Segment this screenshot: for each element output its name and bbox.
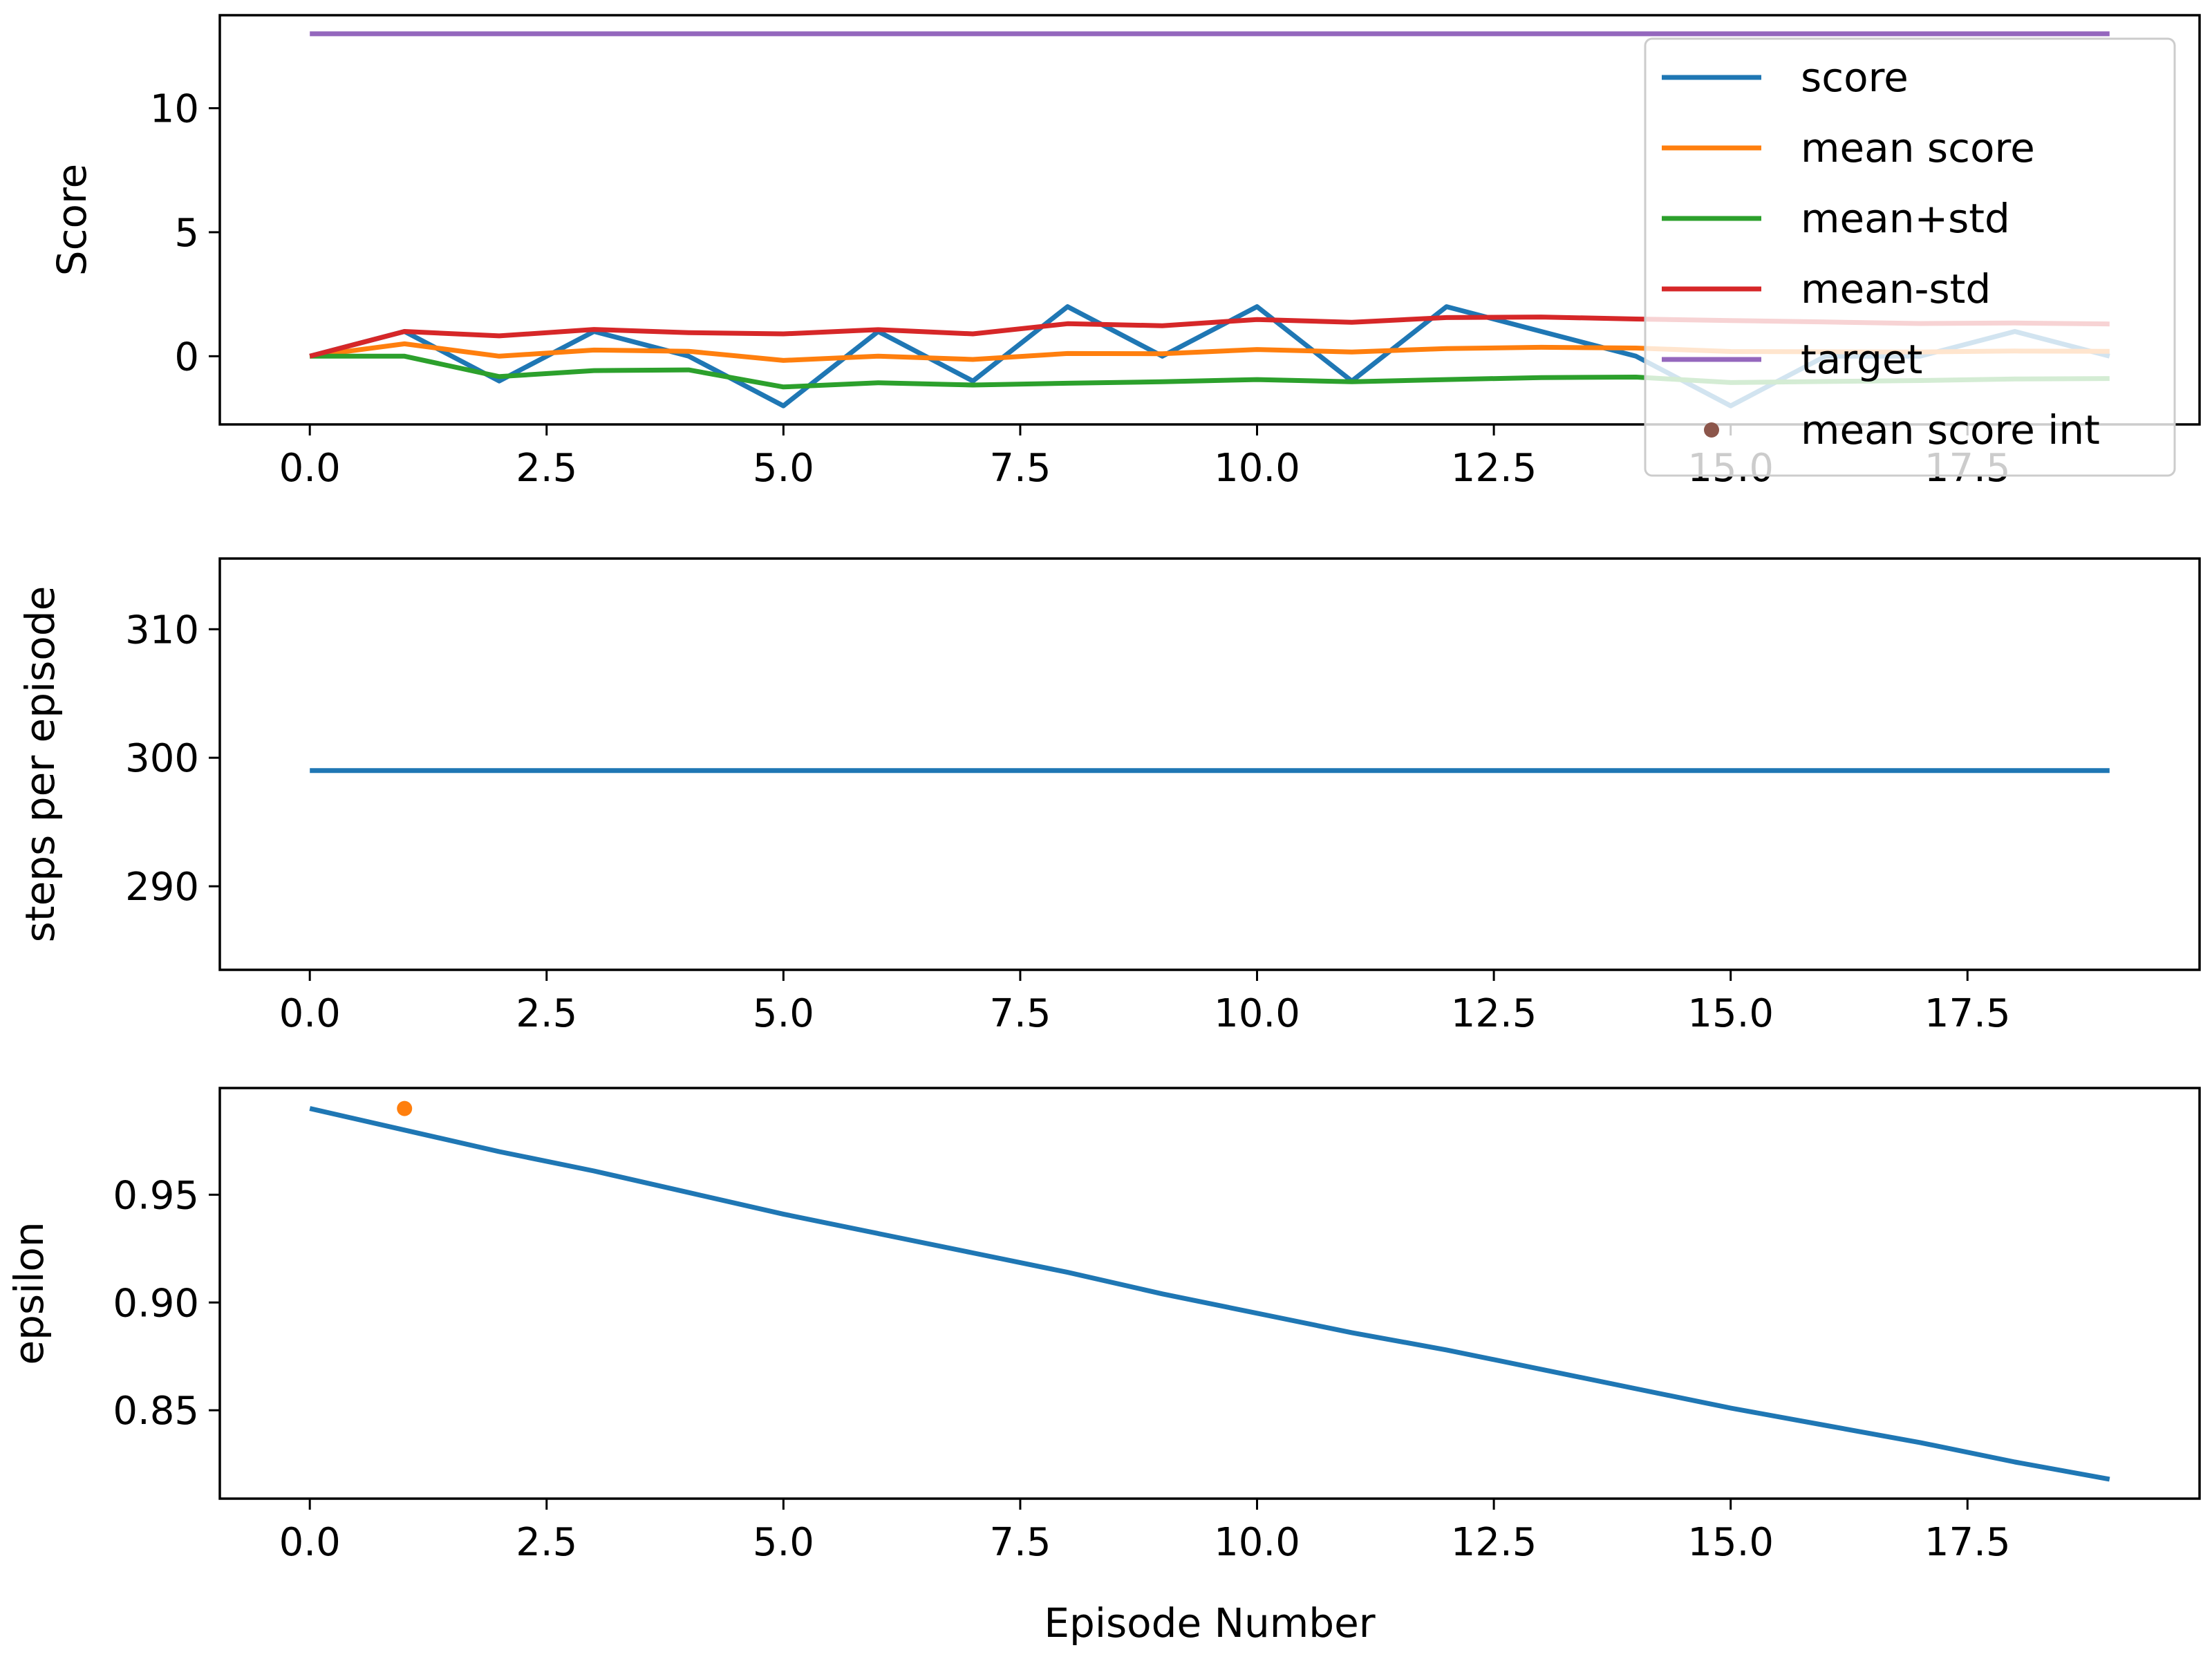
legend-box xyxy=(1644,37,2176,477)
x-tick-label: 5.0 xyxy=(753,446,814,491)
chart-1: 0.02.55.07.510.012.515.017.50510Scoresco… xyxy=(48,14,2201,491)
x-tick-label: 12.5 xyxy=(1451,991,1537,1036)
axes-frame xyxy=(218,14,2201,426)
x-tick-label: 12.5 xyxy=(1451,446,1537,491)
x-tick-label: 2.5 xyxy=(516,1520,577,1565)
y-tick-label: 10 xyxy=(150,87,199,132)
chart-3: 0.0 2.5 5.0 7.5 10.0 12.5 15.0 17.5 0.85 0.90 0.95… xyxy=(6,1087,2201,1647)
legend-label: mean score xyxy=(1801,124,2035,171)
x-tick-label: 10.0 xyxy=(1214,1520,1300,1565)
x-axis-label: Episode Number xyxy=(1044,1600,1375,1647)
x-tick-label: 7.5 xyxy=(989,991,1051,1036)
legend-label: mean score int xyxy=(1801,406,2100,453)
y-tick-label: 5 xyxy=(174,211,199,256)
x-tick-label: 0.0 xyxy=(279,1520,341,1565)
y-axis-label: epsilon xyxy=(6,1221,53,1365)
x-tick-label: 17.5 xyxy=(1924,1520,2011,1565)
y-tick-label: 310 xyxy=(125,608,199,653)
x-tick-label: 15.0 xyxy=(1687,991,1774,1036)
x-tick-label: 7.5 xyxy=(989,446,1051,491)
x-tick-label: 5.0 xyxy=(753,1520,814,1565)
legend-label: mean+std xyxy=(1801,195,2010,242)
y-tick-label: 0.95 xyxy=(113,1173,199,1218)
data-point xyxy=(397,1100,413,1116)
legend-label: mean-std xyxy=(1801,265,1991,312)
chart-2: 0.0 2.5 5.0 7.5 10.0 12.5 15.0 17.5 290 300 310 ste… xyxy=(17,557,2201,1036)
y-tick-label: 0.90 xyxy=(113,1281,199,1326)
legend-marker xyxy=(1704,422,1719,438)
x-tick-label: 7.5 xyxy=(989,1520,1051,1565)
x-tick-label: 15.0 xyxy=(1687,1520,1774,1565)
x-tick-label: 17.5 xyxy=(1924,991,2011,1036)
y-tick-label: 290 xyxy=(125,865,199,910)
y-tick-label: 0 xyxy=(174,335,199,379)
legend-label: score xyxy=(1801,54,1909,101)
x-tick-label: 5.0 xyxy=(753,991,814,1036)
x-tick-label: 10.0 xyxy=(1214,446,1300,491)
y-axis-label: Score xyxy=(48,164,95,276)
legend: score mean score mean+std mean-std target mea… xyxy=(1644,37,2176,477)
x-tick-label: 12.5 xyxy=(1451,1520,1537,1565)
axes-frame xyxy=(218,1087,2201,1500)
x-tick-label: 0.0 xyxy=(279,991,341,1036)
x-tick-label: 10.0 xyxy=(1214,991,1300,1036)
axes-frame xyxy=(218,557,2201,971)
x-tick-label: 2.5 xyxy=(516,991,577,1036)
x-tick-label: 0.0 xyxy=(279,446,341,491)
series-line-3-1 xyxy=(309,1106,2110,1482)
y-tick-label: 0.85 xyxy=(113,1389,199,1434)
y-tick-label: 300 xyxy=(125,736,199,781)
legend-label: target xyxy=(1801,336,1922,383)
x-tick-label: 2.5 xyxy=(516,446,577,491)
y-axis-label: steps per episode xyxy=(17,586,64,943)
